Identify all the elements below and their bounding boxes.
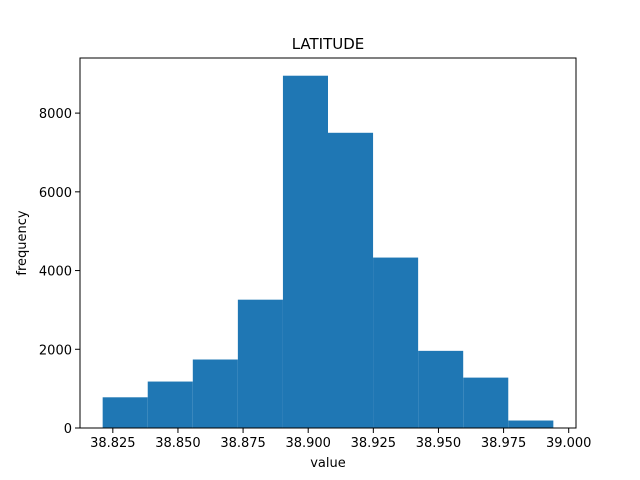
y-tick-label-5: 8000 [39,107,72,122]
histogram-bar-5 [282,75,328,428]
x-tick-label-7: 38.975 [481,436,527,451]
y-tick-label-1: 0 [64,422,72,437]
x-tick-label-4: 38.900 [285,436,331,451]
bars-group [102,75,554,428]
y-tick-label-2: 2000 [39,343,72,358]
histogram-bar-3 [192,359,238,428]
histogram-bar-4 [237,299,283,428]
y-axis: 0 2000 4000 6000 8000 [39,107,80,437]
x-tick-label-5: 38.925 [351,436,397,451]
plot-frame [79,57,577,429]
histogram-bar-10 [508,420,554,428]
x-axis-label: value [310,456,346,471]
histogram-bar-7 [373,257,419,428]
y-axis-label: frequency [15,210,30,276]
x-tick-label-2: 38.850 [155,436,201,451]
x-tick-label-3: 38.875 [220,436,266,451]
chart-title: LATITUDE [292,35,365,53]
x-tick-label-8: 39.000 [546,436,592,451]
histogram-bar-2 [147,381,193,428]
y-tick-label-4: 6000 [39,186,72,201]
x-axis: 38.825 38.850 38.875 38.900 38.925 38.950 38.9… [90,428,591,451]
histogram-bar-8 [418,350,464,428]
histogram-bar-9 [463,377,509,428]
histogram-bar-6 [328,132,374,428]
x-tick-label-1: 38.825 [90,436,136,451]
histogram-bar-1 [102,397,148,428]
x-tick-label-6: 38.950 [416,436,462,451]
y-tick-label-3: 4000 [39,265,72,280]
